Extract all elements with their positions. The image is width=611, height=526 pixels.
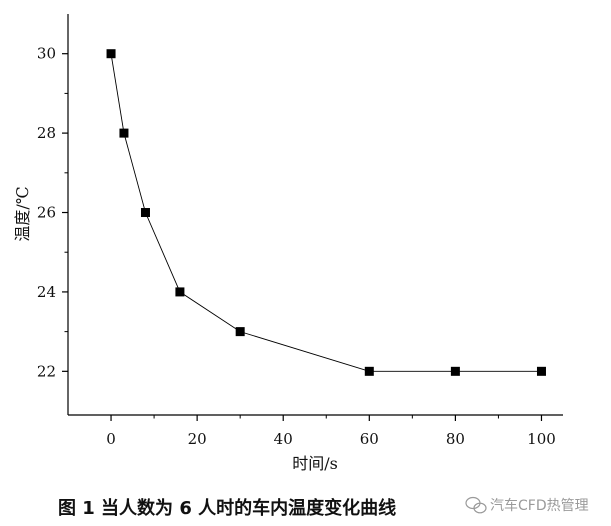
data-point bbox=[106, 49, 116, 59]
x-ticks: 0 20 40 60 80 100 bbox=[106, 415, 556, 448]
data-point bbox=[175, 287, 185, 297]
data-point bbox=[119, 128, 129, 138]
y-tick-label: 24 bbox=[37, 283, 56, 301]
y-tick-label: 26 bbox=[37, 204, 56, 222]
x-tick-label: 20 bbox=[188, 430, 207, 448]
x-tick-label: 60 bbox=[360, 430, 379, 448]
series-line bbox=[110, 53, 542, 372]
wechat-icon bbox=[465, 496, 487, 514]
x-tick-label: 40 bbox=[274, 430, 293, 448]
data-point bbox=[450, 366, 460, 376]
x-tick-label: 80 bbox=[446, 430, 465, 448]
figure-caption: 图 1 当人数为 6 人时的车内温度变化曲线 bbox=[58, 497, 396, 519]
x-axis-title: 时间/s bbox=[292, 454, 338, 473]
watermark: 汽车CFD热管理 bbox=[465, 496, 589, 514]
data-point bbox=[140, 208, 150, 218]
data-point bbox=[364, 366, 374, 376]
y-tick-label: 22 bbox=[37, 362, 56, 380]
series-layer bbox=[106, 49, 546, 376]
data-point bbox=[536, 366, 546, 376]
x-tick-label: 100 bbox=[527, 430, 556, 448]
x-tick-label: 0 bbox=[106, 430, 116, 448]
y-ticks: 22 24 26 28 30 bbox=[37, 45, 68, 380]
y-tick-label: 28 bbox=[37, 124, 56, 142]
data-point bbox=[235, 327, 245, 337]
y-tick-label: 30 bbox=[37, 45, 56, 63]
y-axis-title: 温度/℃ bbox=[13, 186, 32, 241]
plot-frame bbox=[67, 14, 563, 416]
watermark-text: 汽车CFD热管理 bbox=[490, 497, 589, 514]
